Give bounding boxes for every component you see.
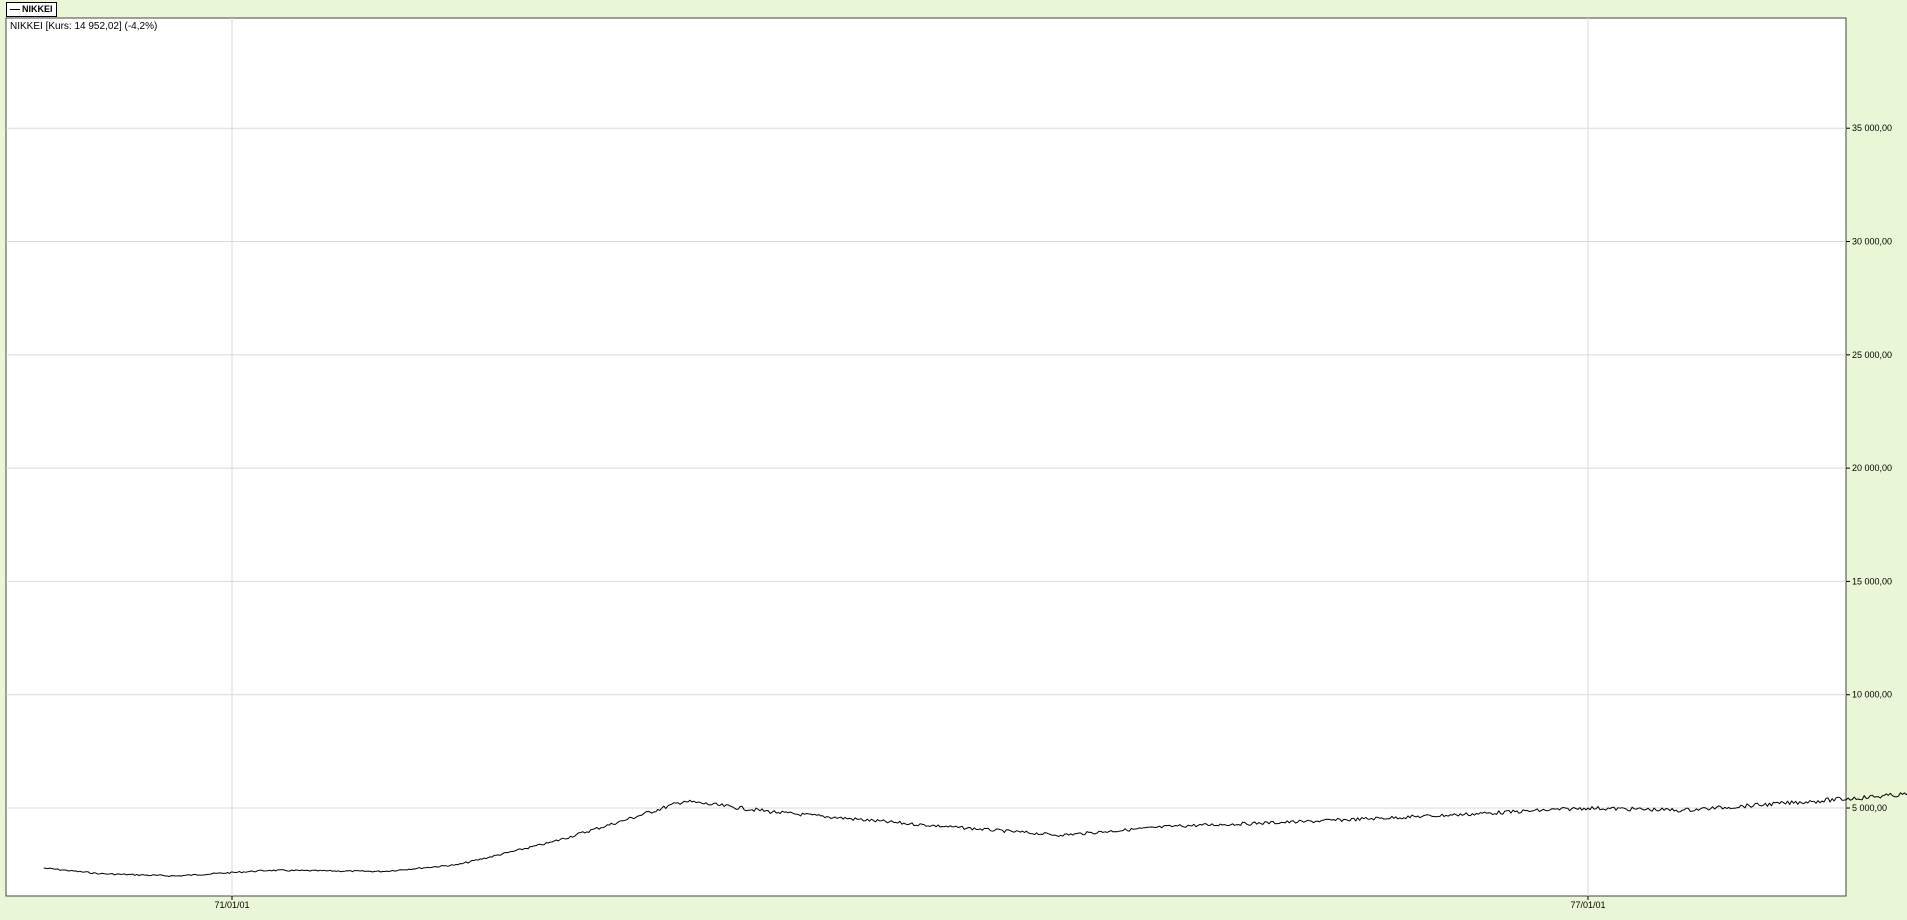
series-layer xyxy=(43,792,1907,877)
y-axis: 5 000,00 10 000,00 15 000,00 20 000,00 25 00… xyxy=(1846,123,1892,813)
legend-label: NIKKEI xyxy=(22,4,53,14)
x-tick-label: 71/01/01 xyxy=(214,900,249,910)
y-tick-label: 25 000,00 xyxy=(1852,350,1892,360)
y-tick-label: 35 000,00 xyxy=(1852,123,1892,133)
plot-area xyxy=(5,17,1847,897)
y-tick-label: 10 000,00 xyxy=(1852,690,1892,700)
series-line-nikkei xyxy=(43,792,1907,877)
y-tick-label: 20 000,00 xyxy=(1852,463,1892,473)
legend-tab[interactable]: NIKKEI xyxy=(6,2,57,17)
x-axis: 71/01/0177/01/0183/01/0189/01/0195/01/01… xyxy=(214,896,1606,910)
y-tick-label: 5 000,00 xyxy=(1852,803,1887,813)
y-tick-label: 15 000,00 xyxy=(1852,576,1892,586)
legend-line-swatch xyxy=(10,9,20,10)
y-tick-label: 30 000,00 xyxy=(1852,237,1892,247)
chart-header-label: NIKKEI [Kurs: 14 952,02] (-4,2%) xyxy=(10,21,157,32)
x-tick-label: 77/01/01 xyxy=(1570,900,1605,910)
grid xyxy=(6,18,1846,896)
